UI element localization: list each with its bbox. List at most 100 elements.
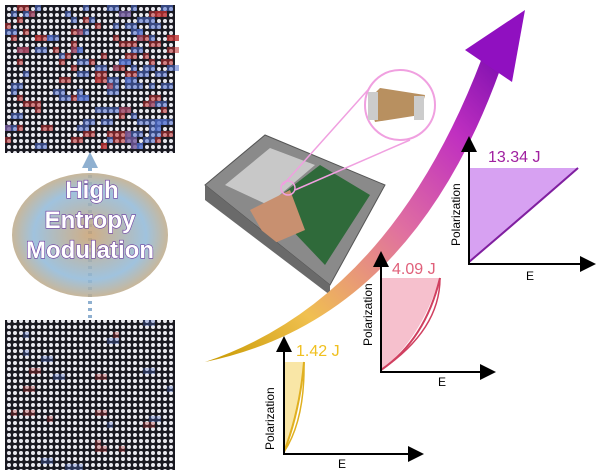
trend-arrow-head xyxy=(465,10,525,82)
atom xyxy=(35,35,41,41)
atom xyxy=(149,35,155,41)
atom xyxy=(65,11,71,17)
atom xyxy=(65,464,77,470)
center-label: High Entropy Modulation xyxy=(25,176,154,264)
atom xyxy=(155,119,167,125)
atom xyxy=(155,125,161,131)
atom xyxy=(149,83,155,89)
atom xyxy=(59,95,71,101)
label-line: Modulation xyxy=(26,237,154,264)
atom xyxy=(125,137,137,143)
atom xyxy=(125,23,131,29)
atom xyxy=(143,65,155,71)
y-axis-label: Polarization xyxy=(361,283,375,346)
atom xyxy=(125,71,137,77)
atom xyxy=(119,107,131,113)
atom xyxy=(95,410,107,416)
atom xyxy=(143,53,149,59)
atom xyxy=(143,368,155,374)
cluster xyxy=(12,173,168,297)
atom xyxy=(155,137,161,143)
atom xyxy=(107,107,119,113)
x-axis-label: E xyxy=(438,375,446,389)
atom xyxy=(83,5,89,11)
atom xyxy=(95,107,107,113)
atom xyxy=(35,5,41,11)
atom xyxy=(107,5,119,11)
atom xyxy=(35,143,47,149)
x-axis-label: E xyxy=(526,269,534,283)
atom xyxy=(11,35,17,41)
atom xyxy=(137,71,149,77)
pe-plot: 13.34 J Polarization E xyxy=(449,136,596,283)
atom xyxy=(23,332,29,338)
arrow-head xyxy=(82,152,98,168)
atom xyxy=(23,101,35,107)
atom xyxy=(11,83,23,89)
atom xyxy=(47,35,59,41)
atom xyxy=(77,125,89,131)
atom xyxy=(101,143,107,149)
atom xyxy=(17,47,29,53)
atom xyxy=(59,59,65,65)
atom xyxy=(149,23,161,29)
atom xyxy=(119,446,125,452)
atom xyxy=(107,77,119,83)
atom xyxy=(17,17,23,23)
atom xyxy=(125,77,137,83)
atom xyxy=(53,47,59,53)
atom xyxy=(59,77,71,83)
atom xyxy=(35,47,47,53)
trend-arrow xyxy=(205,58,500,362)
atom xyxy=(5,23,11,29)
atom xyxy=(95,440,101,446)
atom xyxy=(113,35,119,41)
atom xyxy=(137,131,143,137)
atom xyxy=(155,71,167,77)
atom xyxy=(29,368,41,374)
atom xyxy=(95,374,107,380)
atom xyxy=(71,17,77,23)
atom xyxy=(71,95,77,101)
atom xyxy=(149,17,155,23)
atom xyxy=(149,131,161,137)
atom xyxy=(107,131,119,137)
atom xyxy=(125,53,137,59)
atom xyxy=(17,5,29,11)
atom xyxy=(29,11,35,17)
energy-label: 1.42 J xyxy=(296,343,340,360)
atom xyxy=(41,356,53,362)
atom xyxy=(77,59,89,65)
atom xyxy=(23,71,29,77)
energy-label: 13.34 J xyxy=(488,149,540,166)
atom xyxy=(83,119,95,125)
atom xyxy=(77,47,83,53)
atom xyxy=(41,125,53,131)
atom xyxy=(167,65,179,71)
atom xyxy=(11,11,17,17)
atom xyxy=(95,65,107,71)
label-line: Entropy xyxy=(45,207,136,234)
atom xyxy=(149,41,161,47)
atom xyxy=(131,143,143,149)
atom xyxy=(131,113,137,119)
atom xyxy=(77,95,89,101)
atom xyxy=(23,410,35,416)
atom xyxy=(71,29,83,35)
atom xyxy=(119,59,131,65)
atom xyxy=(107,89,119,95)
device xyxy=(204,134,386,295)
atom xyxy=(107,83,113,89)
atom xyxy=(107,422,113,428)
atom xyxy=(113,65,125,71)
atom xyxy=(131,83,143,89)
atom xyxy=(17,95,23,101)
atom xyxy=(125,83,131,89)
atom xyxy=(23,350,29,356)
atom xyxy=(113,137,125,143)
atom xyxy=(77,89,83,95)
atom xyxy=(131,65,137,71)
atom xyxy=(53,374,65,380)
atom xyxy=(77,464,83,470)
